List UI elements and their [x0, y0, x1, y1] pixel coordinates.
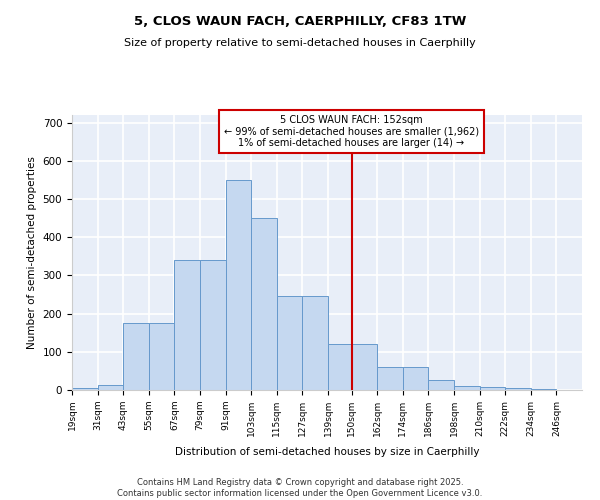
Text: Contains HM Land Registry data © Crown copyright and database right 2025.
Contai: Contains HM Land Registry data © Crown c… [118, 478, 482, 498]
Bar [200, 260, 226, 390]
Bar [72, 388, 98, 390]
Bar [531, 389, 556, 390]
Bar [123, 323, 149, 390]
Bar [226, 180, 251, 390]
Bar [251, 218, 277, 390]
Y-axis label: Number of semi-detached properties: Number of semi-detached properties [27, 156, 37, 349]
Text: 5 CLOS WAUN FACH: 152sqm
← 99% of semi-detached houses are smaller (1,962)
1% of: 5 CLOS WAUN FACH: 152sqm ← 99% of semi-d… [224, 115, 479, 148]
Bar [302, 296, 328, 390]
Bar [479, 387, 505, 390]
Bar [175, 260, 200, 390]
Bar [328, 344, 352, 390]
Text: Size of property relative to semi-detached houses in Caerphilly: Size of property relative to semi-detach… [124, 38, 476, 48]
Bar [505, 388, 531, 390]
Bar [352, 344, 377, 390]
Bar [428, 380, 454, 390]
Bar [377, 367, 403, 390]
Text: 5, CLOS WAUN FACH, CAERPHILLY, CF83 1TW: 5, CLOS WAUN FACH, CAERPHILLY, CF83 1TW [134, 15, 466, 28]
Bar [149, 323, 175, 390]
Bar [277, 296, 302, 390]
Bar [98, 386, 123, 390]
X-axis label: Distribution of semi-detached houses by size in Caerphilly: Distribution of semi-detached houses by … [175, 447, 479, 457]
Bar [454, 386, 479, 390]
Bar [403, 367, 428, 390]
